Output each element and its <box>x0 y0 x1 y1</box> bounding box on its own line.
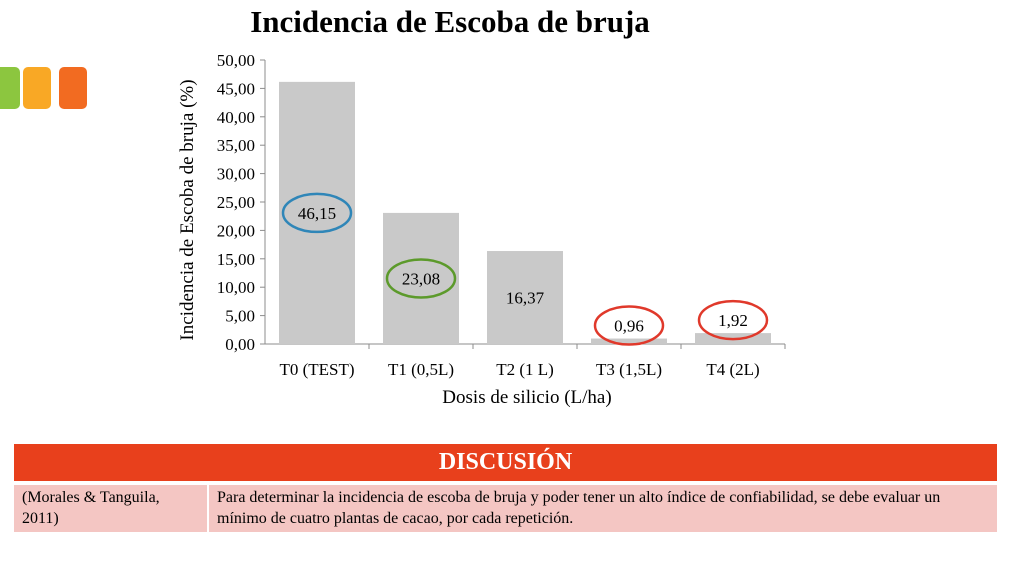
y-tick-label: 10,00 <box>217 278 255 297</box>
data-label: 1,92 <box>718 311 748 330</box>
y-tick-label: 0,00 <box>225 335 255 354</box>
bar <box>487 251 563 344</box>
y-tick-label: 35,00 <box>217 136 255 155</box>
highlight-circle <box>593 305 665 346</box>
accent-block-green <box>0 67 20 109</box>
x-tick-label: T3 (1,5L) <box>596 360 662 379</box>
data-label: 16,37 <box>506 289 545 308</box>
x-tick-label: T0 (TEST) <box>279 360 354 379</box>
y-tick-label: 50,00 <box>217 51 255 70</box>
y-tick-label: 45,00 <box>217 79 255 98</box>
highlight-circle <box>281 192 353 234</box>
discussion-table: DISCUSIÓN (Morales & Tanguila, 2011) Par… <box>14 444 997 532</box>
discussion-heading: DISCUSIÓN <box>14 444 997 481</box>
highlight-circle <box>697 299 769 341</box>
bar <box>279 81 355 345</box>
bar <box>383 212 459 344</box>
y-tick-label: 30,00 <box>217 165 255 184</box>
data-label: 0,96 <box>614 317 644 336</box>
y-tick-label: 15,00 <box>217 250 255 269</box>
y-tick-label: 40,00 <box>217 108 255 127</box>
bar <box>591 338 667 344</box>
accent-block-yellow <box>23 67 51 109</box>
y-tick-label: 25,00 <box>217 193 255 212</box>
discussion-reference: (Morales & Tanguila, 2011) <box>14 485 209 532</box>
discussion-text: Para determinar la incidencia de escoba … <box>217 489 941 527</box>
discussion-row: (Morales & Tanguila, 2011) Para determin… <box>14 485 997 532</box>
x-tick-label: T4 (2L) <box>706 360 759 379</box>
bar-chart: Incidencia de Escoba de bruja (%) Dosis … <box>177 51 786 408</box>
x-tick-label: T2 (1 L) <box>496 360 554 379</box>
x-tick-label: T1 (0,5L) <box>388 360 454 379</box>
x-axis-label: Dosis de silicio (L/ha) <box>442 387 611 408</box>
highlight-circle <box>385 258 457 299</box>
data-label: 46,15 <box>298 204 336 223</box>
y-axis-label: Incidencia de Escoba de bruja (%) <box>177 79 198 340</box>
data-label: 23,08 <box>402 269 440 288</box>
discussion-divider <box>14 481 997 485</box>
y-tick-label: 5,00 <box>225 307 255 326</box>
chart-title: Incidencia de Escoba de bruja <box>250 4 650 39</box>
y-tick-label: 20,00 <box>217 221 255 240</box>
accent-block-orange <box>59 67 87 109</box>
